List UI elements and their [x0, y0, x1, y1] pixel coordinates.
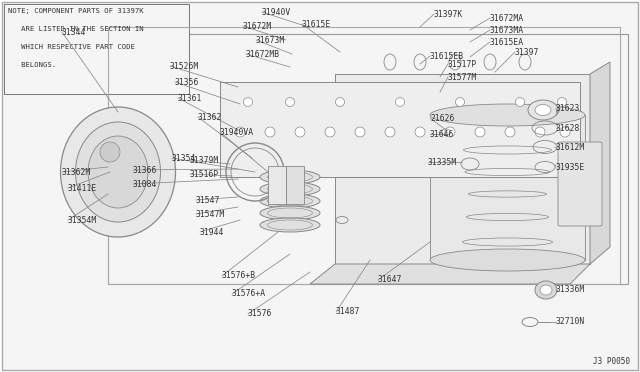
- Text: 31354: 31354: [172, 154, 196, 163]
- Ellipse shape: [61, 107, 175, 237]
- Circle shape: [265, 127, 275, 137]
- Text: 31397K: 31397K: [434, 10, 463, 19]
- Circle shape: [415, 127, 425, 137]
- Ellipse shape: [88, 136, 148, 208]
- Circle shape: [235, 127, 245, 137]
- Ellipse shape: [260, 170, 320, 184]
- Ellipse shape: [528, 100, 558, 120]
- Text: 31362M: 31362M: [62, 167, 92, 176]
- Text: 31547M: 31547M: [196, 209, 225, 218]
- Text: 31335M: 31335M: [428, 157, 457, 167]
- Circle shape: [515, 97, 525, 106]
- Text: 31577M: 31577M: [448, 73, 477, 81]
- Text: 31935E: 31935E: [556, 163, 585, 171]
- Ellipse shape: [76, 122, 161, 222]
- Text: 31517P: 31517P: [448, 60, 477, 68]
- Text: 31487: 31487: [336, 308, 360, 317]
- Text: 31940V: 31940V: [262, 7, 291, 16]
- Text: 31397: 31397: [515, 48, 540, 57]
- Text: 31647: 31647: [378, 276, 403, 285]
- Text: ARE LISTED IN THE SECTION IN: ARE LISTED IN THE SECTION IN: [8, 26, 143, 32]
- Text: 31672MA: 31672MA: [490, 13, 524, 22]
- Text: NOTE; COMPONENT PARTS OF 31397K: NOTE; COMPONENT PARTS OF 31397K: [8, 8, 143, 14]
- Text: 31672M: 31672M: [243, 22, 272, 31]
- Text: 31354M: 31354M: [68, 215, 97, 224]
- Polygon shape: [220, 82, 580, 177]
- Text: 21626: 21626: [430, 113, 454, 122]
- Text: 31623: 31623: [556, 103, 580, 112]
- Text: 31615EB: 31615EB: [430, 51, 464, 61]
- Circle shape: [335, 97, 344, 106]
- Text: 31411E: 31411E: [68, 183, 97, 192]
- Polygon shape: [335, 74, 590, 264]
- Text: 31673MA: 31673MA: [490, 26, 524, 35]
- Text: WHICH RESPECTIVE PART CODE: WHICH RESPECTIVE PART CODE: [8, 44, 135, 50]
- Ellipse shape: [260, 218, 320, 232]
- Text: 32710N: 32710N: [556, 317, 585, 327]
- Circle shape: [560, 127, 570, 137]
- Circle shape: [285, 97, 294, 106]
- Text: J3 P0050: J3 P0050: [593, 357, 630, 366]
- Text: 31084: 31084: [133, 180, 157, 189]
- Circle shape: [243, 97, 253, 106]
- FancyBboxPatch shape: [430, 115, 585, 260]
- Text: 31646: 31646: [430, 129, 454, 138]
- Circle shape: [475, 127, 485, 137]
- Text: 31944: 31944: [200, 228, 225, 237]
- Circle shape: [355, 127, 365, 137]
- Ellipse shape: [535, 105, 551, 115]
- Bar: [4, 4, 189, 94]
- FancyBboxPatch shape: [108, 34, 628, 284]
- Circle shape: [100, 142, 120, 162]
- Circle shape: [396, 97, 404, 106]
- Text: 31940VA: 31940VA: [220, 128, 254, 137]
- Ellipse shape: [260, 194, 320, 208]
- Bar: [268, 166, 286, 204]
- Circle shape: [385, 127, 395, 137]
- Ellipse shape: [430, 104, 585, 126]
- Circle shape: [535, 127, 545, 137]
- Text: 31366: 31366: [133, 166, 157, 174]
- FancyBboxPatch shape: [558, 142, 602, 226]
- Circle shape: [505, 127, 515, 137]
- Circle shape: [456, 97, 465, 106]
- Text: 31526M: 31526M: [170, 61, 199, 71]
- Text: 31672MB: 31672MB: [246, 49, 280, 58]
- Bar: [286, 166, 304, 204]
- Ellipse shape: [535, 281, 557, 299]
- Text: 31344: 31344: [62, 28, 86, 36]
- Text: 31356: 31356: [175, 77, 200, 87]
- Text: 31673M: 31673M: [256, 35, 285, 45]
- Text: 31336M: 31336M: [556, 285, 585, 295]
- Text: 31379M: 31379M: [190, 155, 220, 164]
- Text: 31576+B: 31576+B: [222, 272, 256, 280]
- Text: 31516P: 31516P: [190, 170, 220, 179]
- Circle shape: [325, 127, 335, 137]
- Text: BELONGS.: BELONGS.: [8, 62, 56, 68]
- Text: 31361: 31361: [178, 93, 202, 103]
- Text: 31612M: 31612M: [556, 142, 585, 151]
- Text: 31576: 31576: [248, 310, 273, 318]
- Text: 31362: 31362: [198, 112, 222, 122]
- Text: 31628: 31628: [556, 124, 580, 132]
- Ellipse shape: [260, 182, 320, 196]
- Text: 31576+A: 31576+A: [232, 289, 266, 298]
- Ellipse shape: [260, 206, 320, 220]
- Text: 31547: 31547: [196, 196, 220, 205]
- Polygon shape: [310, 264, 590, 284]
- Polygon shape: [590, 62, 610, 264]
- Circle shape: [445, 127, 455, 137]
- Circle shape: [557, 97, 566, 106]
- Circle shape: [295, 127, 305, 137]
- Ellipse shape: [540, 285, 552, 295]
- Text: 31615EA: 31615EA: [490, 38, 524, 46]
- Text: 31615E: 31615E: [302, 19, 332, 29]
- Ellipse shape: [430, 249, 585, 271]
